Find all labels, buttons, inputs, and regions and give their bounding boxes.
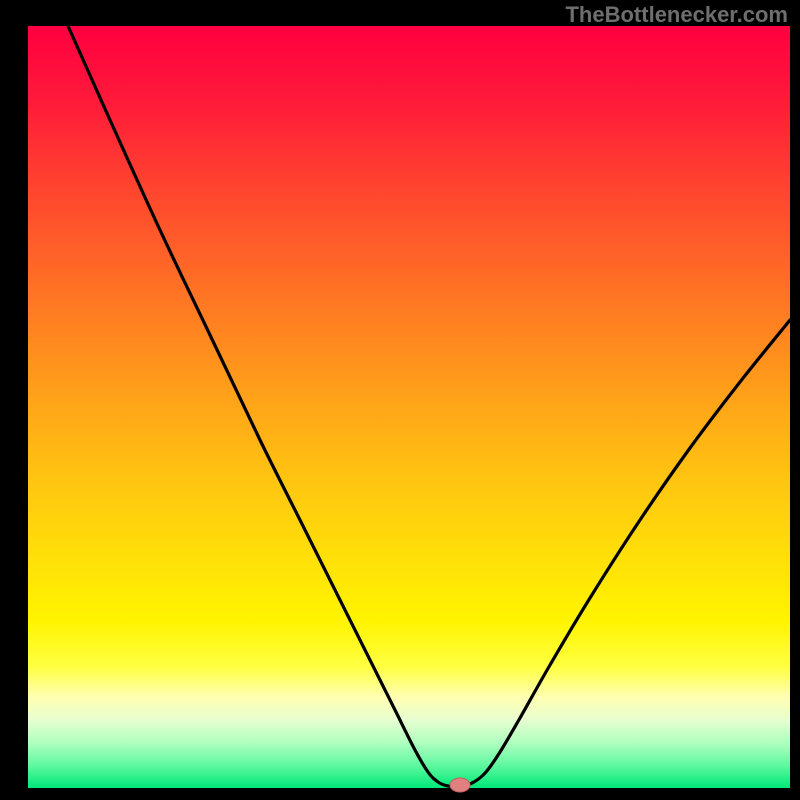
bottleneck-chart [0,0,800,800]
chart-svg [0,0,800,800]
plot-gradient-background [28,26,790,788]
optimal-point-marker [450,778,470,792]
watermark-text: TheBottlenecker.com [565,2,788,28]
